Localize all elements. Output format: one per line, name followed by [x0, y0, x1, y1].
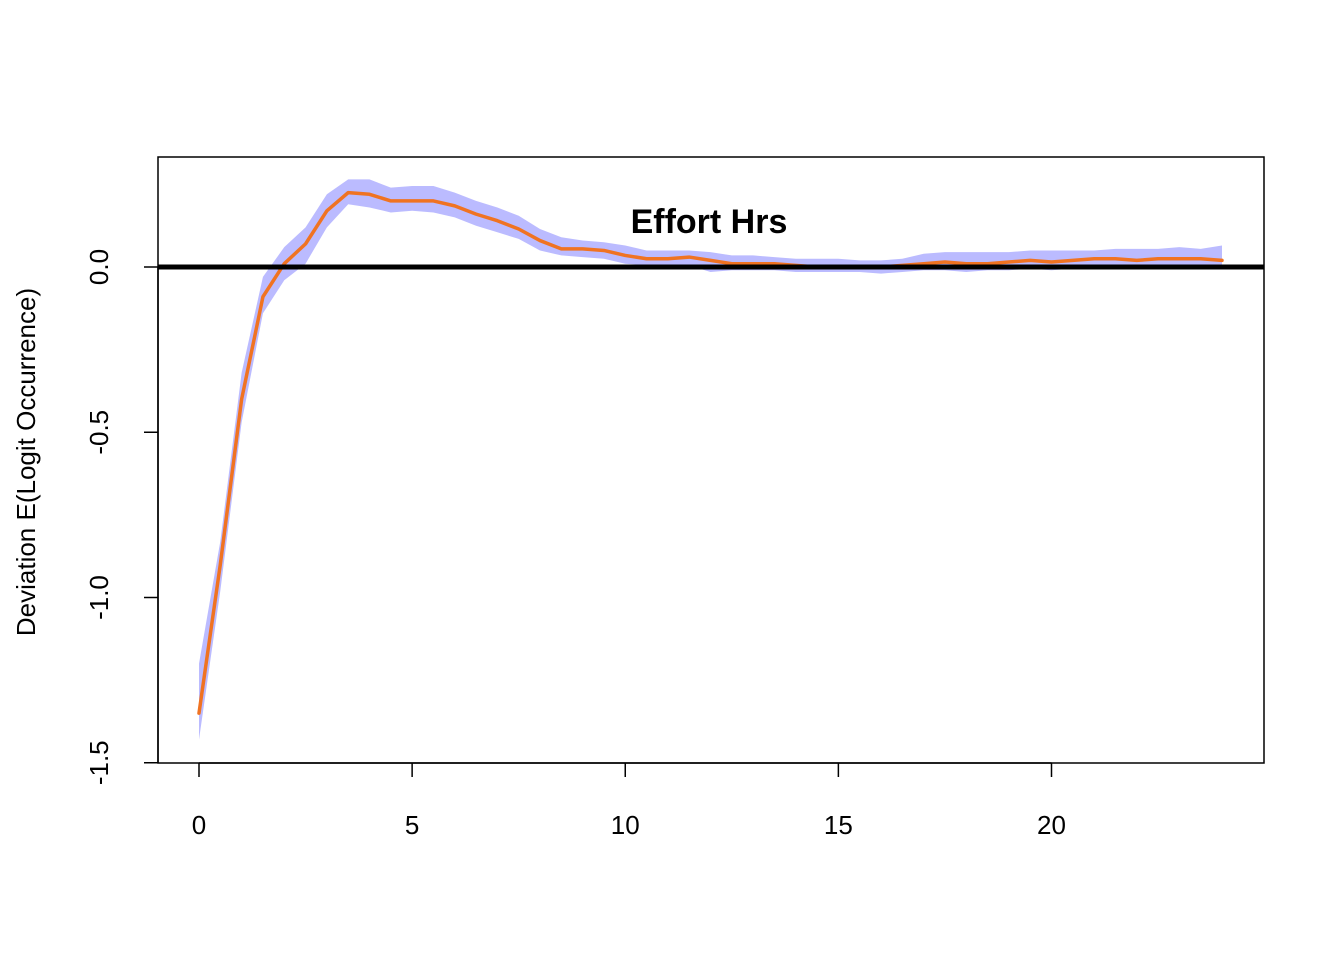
plot-annotation: Effort Hrs: [631, 203, 788, 241]
y-tick-label: 0.0: [84, 249, 114, 285]
y-axis-title: Deviation E(Logit Occurrence): [11, 288, 41, 636]
y-tick-label: -1.5: [84, 740, 114, 785]
x-tick-label: 0: [192, 810, 206, 840]
x-tick-label: 15: [824, 810, 853, 840]
confidence-band-layer: [199, 179, 1222, 740]
x-tick-label: 5: [405, 810, 419, 840]
series-line: [197, 190, 1224, 715]
x-axis: 0 5 10 15 20: [192, 762, 1066, 840]
confidence-band: [199, 179, 1222, 740]
y-axis: -1.5 -1.0 -0.5 0.0: [84, 249, 159, 785]
x-tick-label: 10: [611, 810, 640, 840]
series-line-layer: [197, 190, 1224, 715]
y-tick-label: -1.0: [84, 575, 114, 620]
x-tick-label: 20: [1037, 810, 1066, 840]
y-tick-label: -0.5: [84, 410, 114, 455]
